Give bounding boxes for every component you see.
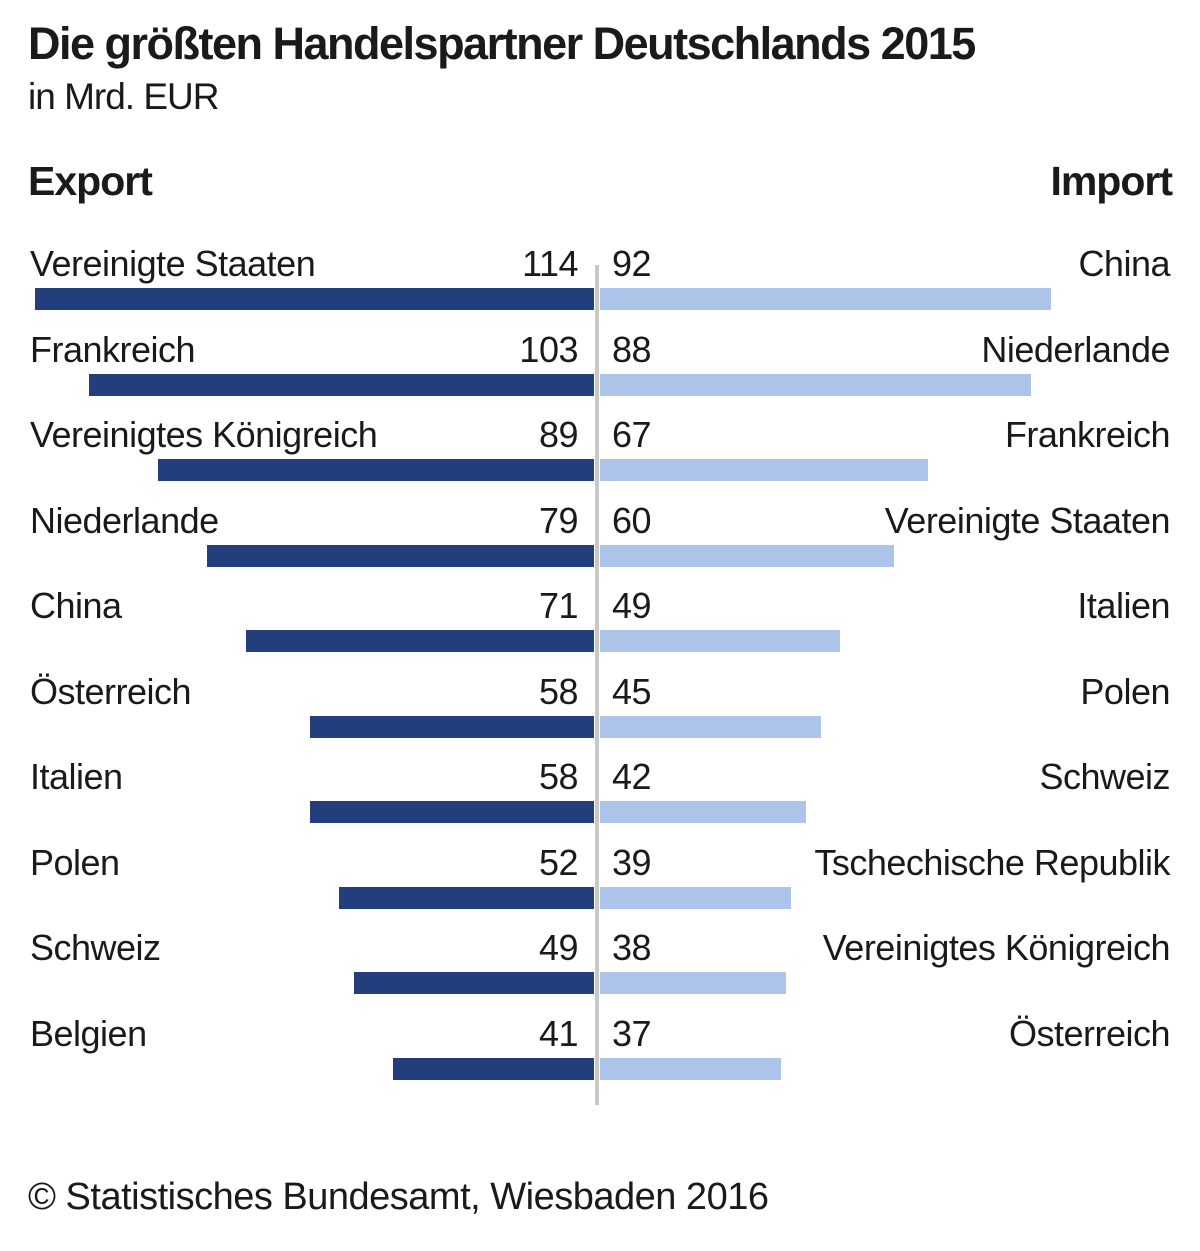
center-axis-line bbox=[595, 265, 599, 1105]
chart-subtitle: in Mrd. EUR bbox=[28, 76, 219, 117]
import-bar bbox=[600, 1057, 782, 1080]
import-country-label: China bbox=[1078, 243, 1170, 284]
chart-row: Frankreich 103 88 Niederlande bbox=[0, 324, 1200, 410]
import-bar bbox=[600, 459, 929, 481]
export-value: 52 bbox=[538, 841, 579, 883]
export-country-label: Vereinigte Staaten bbox=[30, 243, 316, 284]
column-headers: Export Import bbox=[28, 158, 1173, 205]
export-column-header: Export bbox=[28, 158, 153, 204]
import-value: 49 bbox=[612, 585, 652, 626]
import-country-label: Frankreich bbox=[1004, 414, 1171, 455]
import-value: 67 bbox=[612, 414, 652, 455]
import-value: 39 bbox=[612, 841, 652, 883]
export-country-label: Belgien bbox=[30, 1012, 147, 1054]
export-country-label: Italien bbox=[30, 756, 123, 797]
export-value: 71 bbox=[538, 585, 579, 626]
chart-row: Polen 52 39 Tschechische Republik bbox=[0, 837, 1200, 923]
import-value: 92 bbox=[612, 243, 652, 284]
chart-row: Niederlande 79 60 Vereinigte Staaten bbox=[0, 495, 1200, 581]
export-value: 49 bbox=[538, 927, 579, 968]
export-country-label: Niederlande bbox=[30, 499, 219, 541]
import-value: 37 bbox=[612, 1012, 652, 1054]
export-bar bbox=[309, 715, 594, 738]
import-country-label: Österreich bbox=[1008, 1012, 1171, 1054]
import-bar bbox=[600, 373, 1032, 396]
chart-row: Belgien 41 37 Österreich bbox=[0, 1008, 1200, 1094]
export-bar bbox=[309, 801, 594, 823]
chart-row: Italien 58 42 Schweiz bbox=[0, 751, 1200, 837]
export-value: 114 bbox=[522, 243, 578, 284]
export-bar bbox=[339, 886, 594, 909]
export-country-label: Polen bbox=[30, 841, 120, 883]
import-column-header: Import bbox=[1050, 158, 1173, 204]
export-bar bbox=[393, 1057, 594, 1080]
import-bar bbox=[600, 886, 792, 909]
export-bar bbox=[246, 630, 594, 652]
export-country-label: Frankreich bbox=[30, 328, 196, 370]
chart-row: Schweiz 49 38 Vereinigtes Königreich bbox=[0, 922, 1200, 1008]
chart-title: Die größten Handelspartner Deutschlands … bbox=[28, 18, 976, 69]
chart-row: Vereinigte Staaten 114 92 China bbox=[0, 238, 1200, 324]
export-country-label: Österreich bbox=[30, 670, 192, 712]
export-bar bbox=[157, 459, 594, 481]
import-country-label: Polen bbox=[1080, 670, 1170, 712]
import-bar bbox=[600, 715, 821, 738]
export-value: 41 bbox=[538, 1012, 579, 1054]
import-value: 38 bbox=[612, 927, 652, 968]
import-bar bbox=[600, 630, 841, 652]
export-value: 58 bbox=[538, 756, 579, 797]
chart-row: Österreich 58 45 Polen bbox=[0, 666, 1200, 752]
import-country-label: Schweiz bbox=[1039, 756, 1170, 797]
export-bar bbox=[89, 373, 594, 396]
import-country-label: Italien bbox=[1077, 585, 1170, 626]
export-bar bbox=[353, 972, 594, 994]
export-value: 103 bbox=[519, 328, 578, 370]
import-country-label: Vereinigtes Königreich bbox=[822, 927, 1171, 968]
import-value: 42 bbox=[612, 756, 652, 797]
import-country-label: Vereinigte Staaten bbox=[884, 499, 1171, 541]
plot-area: Vereinigte Staaten 114 92 China Frankreich 10… bbox=[0, 238, 1200, 1118]
export-country-label: Vereinigtes Königreich bbox=[30, 414, 378, 455]
import-country-label: Tschechische Republik bbox=[814, 841, 1170, 883]
export-country-label: China bbox=[30, 585, 122, 626]
import-country-label: Niederlande bbox=[981, 328, 1170, 370]
chart-row: Vereinigtes Königreich 89 67 Frankreich bbox=[0, 409, 1200, 495]
import-bar bbox=[600, 972, 787, 994]
export-bar bbox=[35, 288, 594, 310]
export-value: 58 bbox=[538, 670, 579, 712]
export-value: 89 bbox=[538, 414, 579, 455]
chart-row: China 71 49 Italien bbox=[0, 580, 1200, 666]
source-credit: © Statistisches Bundesamt, Wiesbaden 201… bbox=[28, 1176, 769, 1218]
import-value: 45 bbox=[612, 670, 652, 712]
export-value: 79 bbox=[538, 499, 579, 541]
import-value: 88 bbox=[612, 328, 652, 370]
import-value: 60 bbox=[612, 499, 652, 541]
import-bar bbox=[600, 544, 894, 567]
import-bar bbox=[600, 801, 806, 823]
bar-rows: Vereinigte Staaten 114 92 China Frankreich 10… bbox=[0, 238, 1200, 1093]
export-country-label: Schweiz bbox=[30, 927, 161, 968]
import-bar bbox=[600, 288, 1051, 310]
export-bar bbox=[206, 544, 594, 567]
